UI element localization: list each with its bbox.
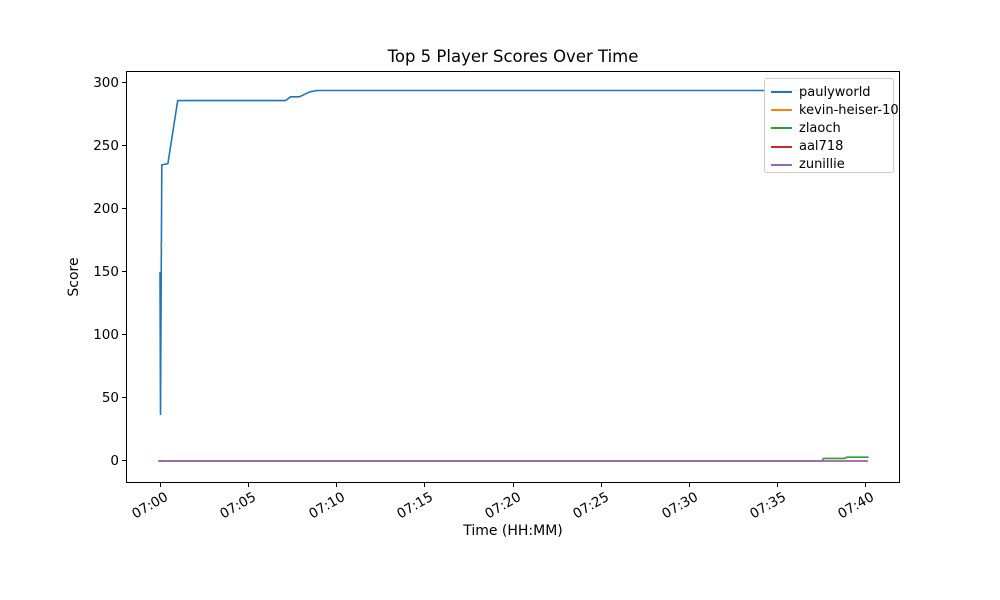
x-tick-mark (865, 483, 867, 487)
legend-label: zlaoch (799, 120, 841, 136)
y-tick-mark (122, 208, 126, 210)
x-tick-mark (777, 483, 779, 487)
legend-item-paulyworld: paulyworld (771, 83, 893, 101)
x-tick-mark (424, 483, 426, 487)
y-tick-mark (122, 145, 126, 147)
legend-item-zunillie: zunillie (771, 156, 893, 174)
legend-swatch-aal718 (771, 145, 792, 148)
legend-swatch-zunillie (771, 163, 792, 166)
x-tick-label: 07:00 (129, 489, 172, 523)
y-tick-mark (122, 82, 126, 84)
legend-swatch-zlaoch (771, 127, 792, 130)
x-tick-mark (247, 483, 249, 487)
legend-swatch-kevin-heiser-10 (771, 109, 792, 112)
x-tick-mark (512, 483, 514, 487)
x-tick-mark (336, 483, 337, 487)
chart-title: Top 5 Player Scores Over Time (387, 47, 639, 66)
x-tick-label: 07:30 (658, 489, 701, 523)
y-tick-mark (122, 460, 126, 462)
x-axis-label: Time (HH:MM) (463, 523, 563, 539)
x-tick-mark (600, 483, 602, 487)
x-tick-label: 07:40 (835, 489, 877, 523)
plot-area (126, 71, 900, 483)
y-tick-label: 100 (93, 326, 119, 343)
series-line-paulyworld (159, 89, 868, 416)
x-tick-label: 07:20 (482, 489, 524, 523)
legend-label: aal718 (799, 139, 844, 155)
x-tick-label: 07:05 (217, 489, 260, 523)
y-tick-label: 50 (101, 389, 119, 406)
x-tick-label: 07:25 (570, 489, 613, 523)
y-tick-label: 0 (110, 452, 119, 469)
y-tick-mark (122, 334, 126, 336)
y-tick-label: 250 (93, 137, 119, 154)
y-tick-label: 200 (93, 200, 119, 217)
legend-item-zlaoch: zlaoch (771, 119, 893, 137)
x-tick-mark (688, 483, 690, 487)
plot-canvas (158, 89, 869, 462)
legend-item-aal718: aal718 (771, 138, 893, 156)
legend-label: zunillie (799, 157, 845, 173)
y-tick-label: 300 (93, 74, 119, 91)
y-tick-mark (122, 397, 126, 399)
legend-label: paulyworld (799, 84, 871, 100)
y-tick-label: 150 (93, 263, 119, 280)
x-tick-label: 07:10 (305, 489, 348, 523)
x-tick-label: 07:35 (747, 489, 789, 523)
x-tick-mark (159, 483, 161, 487)
legend: paulyworld kevin-heiser-10 zlaoch aal718 zun… (764, 78, 899, 174)
legend-label: kevin-heiser-10 (799, 102, 899, 118)
legend-swatch-paulyworld (771, 91, 792, 94)
x-tick-label: 07:15 (394, 489, 436, 523)
legend-item-kevin-heiser-10: kevin-heiser-10 (771, 101, 899, 119)
y-tick-mark (122, 271, 126, 273)
